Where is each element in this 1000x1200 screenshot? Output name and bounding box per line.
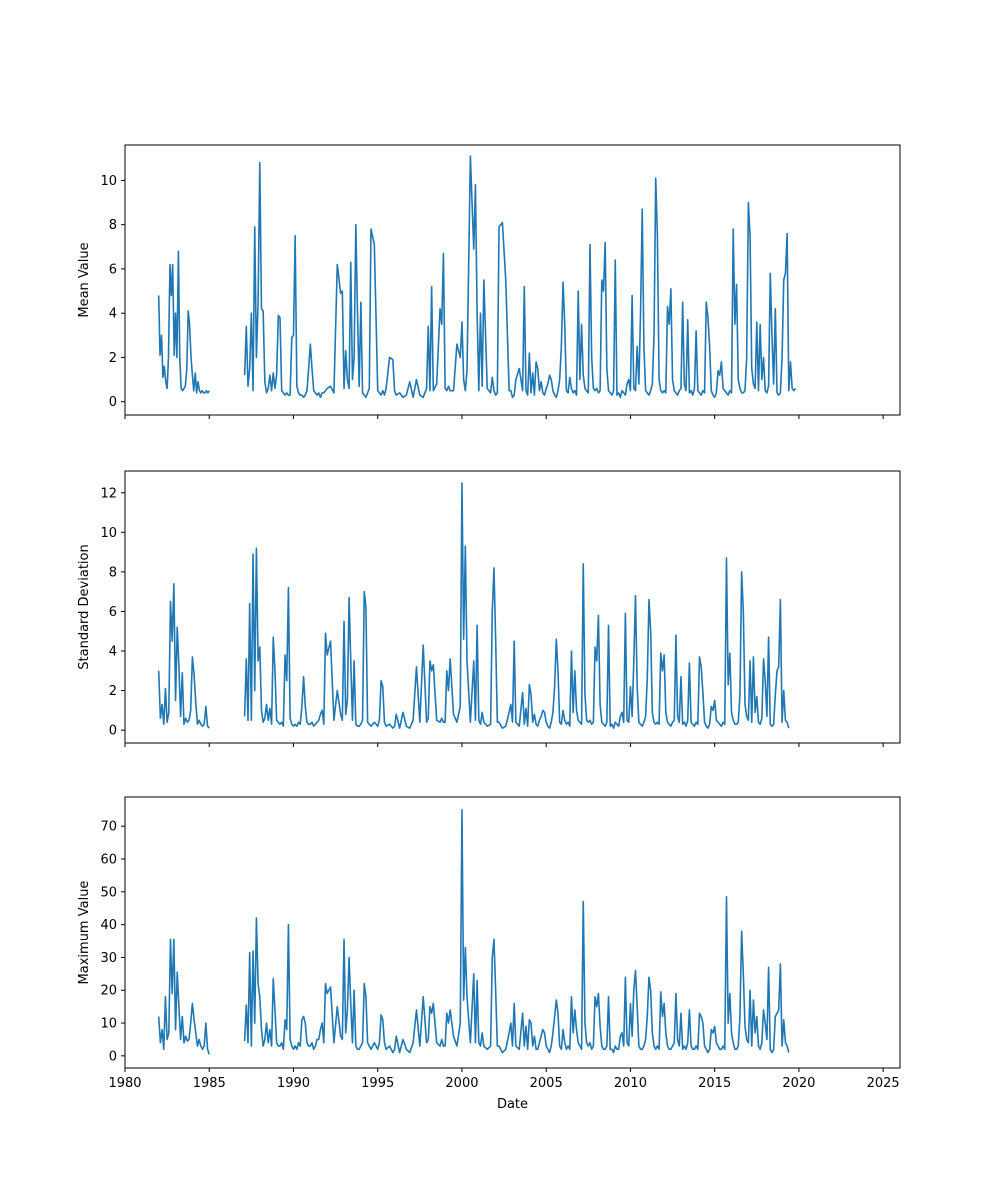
standard-deviation-y-axis-label: Standard Deviation (77, 544, 92, 669)
x-axis-label: Date (497, 1097, 528, 1112)
y-tick-label: 4 (109, 645, 117, 660)
maximum-value-panel: 0 10 20 30 40 50 60 70 1980 1985 1990 1995 2000 2005… (77, 796, 901, 1091)
standard-deviation-y-ticks: 0 2 4 6 8 10 12 (100, 486, 125, 739)
y-tick-label: 12 (100, 486, 117, 501)
y-tick-label: 60 (100, 853, 117, 868)
x-tick-label: 2000 (445, 1076, 478, 1091)
y-tick-label: 6 (109, 605, 117, 620)
x-tick-label: 2025 (867, 1076, 900, 1091)
mean-value-line (157, 155, 797, 399)
y-tick-label: 70 (100, 820, 117, 835)
y-tick-label: 10 (100, 1017, 117, 1032)
maximum-value-series-0 (157, 809, 790, 1055)
x-tick-label: 2005 (530, 1076, 563, 1091)
maximum-value-x-ticks: 1980 1985 1990 1995 2000 2005 2010 2015 2020 2025 (108, 1068, 900, 1091)
y-tick-label: 50 (100, 885, 117, 900)
x-tick-label: 1985 (193, 1076, 226, 1091)
y-tick-label: 10 (100, 526, 117, 541)
x-tick-label: 1995 (361, 1076, 394, 1091)
y-tick-label: 4 (109, 307, 117, 322)
mean-value-axes-frame (124, 144, 901, 416)
standard-deviation-line (157, 482, 790, 729)
y-tick-label: 0 (109, 724, 117, 739)
standard-deviation-x-ticks (124, 743, 884, 747)
y-tick-label: 20 (100, 984, 117, 999)
standard-deviation-axes-frame (124, 470, 901, 744)
mean-value-x-ticks (124, 415, 884, 419)
x-tick-label: 1990 (277, 1076, 310, 1091)
maximum-value-line (157, 809, 790, 1055)
y-tick-label: 0 (109, 395, 117, 410)
y-tick-label: 8 (109, 218, 117, 233)
maximum-value-y-ticks: 0 10 20 30 40 50 60 70 (100, 820, 125, 1064)
mean-value-series-0 (157, 155, 797, 399)
y-tick-label: 2 (109, 684, 117, 699)
mean-value-y-axis-label: Mean Value (77, 242, 92, 317)
mean-value-panel: 0 2 4 6 8 10 Mean Value (77, 144, 901, 419)
standard-deviation-series-0 (157, 482, 790, 729)
y-tick-label: 30 (100, 951, 117, 966)
x-tick-label: 2015 (698, 1076, 731, 1091)
y-tick-label: 10 (100, 174, 117, 189)
x-tick-label: 2010 (614, 1076, 647, 1091)
y-tick-label: 2 (109, 351, 117, 366)
standard-deviation-panel: 0 2 4 6 8 10 12 Standard Deviation (77, 470, 901, 747)
y-tick-label: 6 (109, 262, 117, 277)
x-tick-label: 1980 (108, 1076, 141, 1091)
x-tick-label: 2020 (782, 1076, 815, 1091)
y-tick-label: 0 (109, 1049, 117, 1064)
y-tick-label: 40 (100, 918, 117, 933)
mean-value-y-ticks: 0 2 4 6 8 10 (100, 174, 125, 410)
maximum-value-axes-frame (124, 796, 901, 1069)
y-tick-label: 8 (109, 565, 117, 580)
maximum-value-y-axis-label: Maximum Value (77, 881, 92, 985)
